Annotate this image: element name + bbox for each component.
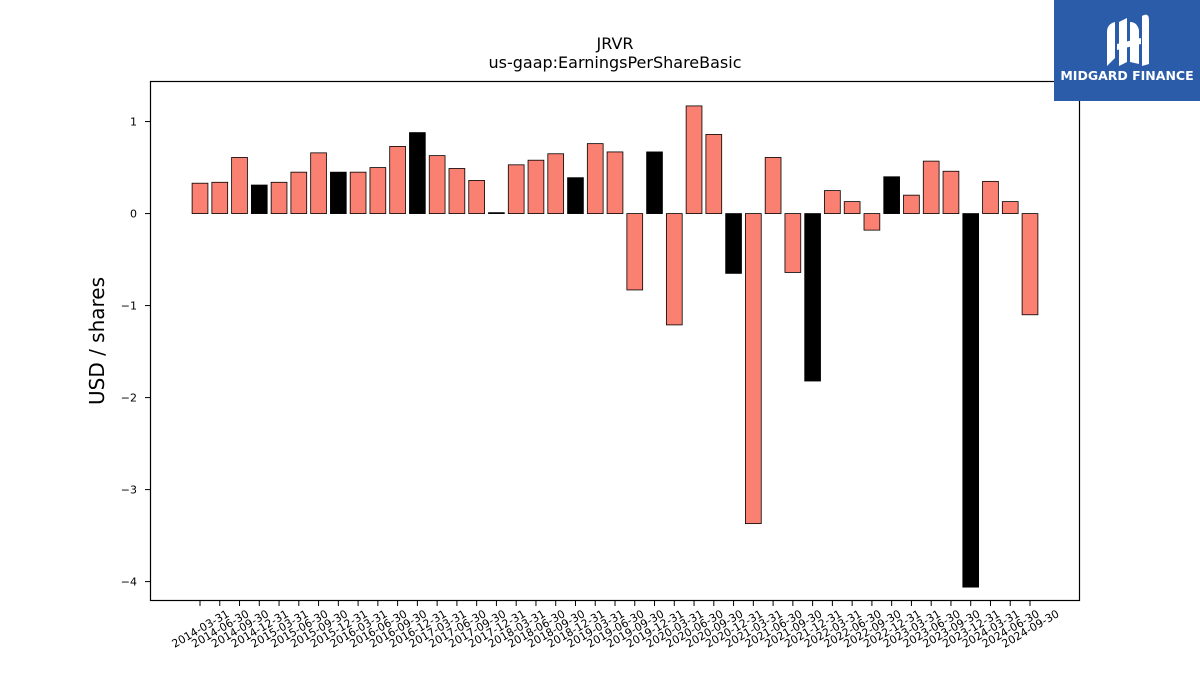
x-axis-ticks: 2014-03-312014-06-302014-09-302014-12-31…: [170, 600, 1062, 651]
bar-2015-12-31: [330, 171, 347, 214]
bar-2021-06-30: [764, 157, 782, 214]
midgard-logo-icon: [1107, 14, 1149, 67]
bar-2017-12-31: [488, 212, 505, 214]
y-tick-label: 1: [130, 116, 137, 129]
bar-2022-12-31: [883, 176, 900, 214]
chart-subtitle: us-gaap:EarningsPerShareBasic: [488, 53, 741, 72]
chart-title: JRVR: [595, 34, 633, 53]
bar-2020-06-30: [685, 105, 703, 214]
bar-2017-03-31: [428, 155, 446, 214]
y-tick-label: −2: [121, 392, 137, 405]
bar-2014-12-31: [250, 184, 268, 214]
bar-2019-06-30: [606, 151, 624, 214]
bar-2021-12-31: [804, 213, 821, 382]
bar-2023-06-30: [922, 160, 940, 214]
bar-2018-09-30: [547, 153, 565, 214]
midgard-finance-logo: MIDGARD FINANCE: [1054, 0, 1200, 101]
bar-2020-09-30: [705, 134, 723, 214]
bar-2015-03-31: [270, 181, 288, 214]
bar-2022-03-31: [824, 190, 841, 214]
bar-2022-09-30: [863, 213, 881, 231]
y-tick-label: −4: [121, 576, 137, 589]
bar-2014-06-30: [211, 181, 229, 214]
y-tick-label: −3: [121, 484, 137, 497]
bar-2020-12-31: [725, 213, 742, 274]
bar-2024-03-31: [982, 180, 999, 214]
plot-frame: [149, 80, 1081, 602]
bar-2014-09-30: [231, 157, 248, 214]
bar-2024-06-30: [1001, 201, 1019, 214]
bar-2019-03-31: [586, 143, 604, 214]
bar-2023-09-30: [942, 170, 960, 214]
bar-2018-06-30: [527, 159, 545, 214]
bar-2015-06-30: [290, 171, 308, 214]
bars-group: [191, 105, 1039, 588]
bar-2016-06-30: [369, 167, 387, 214]
bar-2017-09-30: [468, 180, 485, 214]
y-tick-label: 0: [130, 208, 137, 221]
bar-2016-09-30: [389, 145, 406, 214]
bar-2023-03-31: [903, 194, 920, 214]
y-axis-ticks: 1 0 −1 −2 −3 −4: [121, 116, 151, 589]
bar-2022-06-30: [843, 201, 861, 214]
bar-2019-09-30: [626, 213, 644, 291]
bar-2020-03-31: [665, 213, 683, 326]
bar-2017-06-30: [448, 168, 466, 214]
bar-2021-09-30: [784, 213, 802, 273]
y-axis-label: USD / shares: [85, 277, 109, 405]
bar-2015-09-30: [310, 152, 327, 214]
logo-text: MIDGARD FINANCE: [1060, 68, 1194, 83]
bar-2019-12-31: [646, 151, 663, 214]
bar-2021-03-31: [745, 213, 762, 525]
bar-2016-03-31: [349, 171, 367, 214]
y-tick-label: −1: [121, 300, 137, 313]
bar-2016-12-31: [409, 132, 426, 214]
bar-2024-09-30: [1021, 213, 1039, 316]
bar-2018-12-31: [567, 177, 584, 214]
bar-2018-03-31: [507, 164, 525, 214]
bar-2023-12-31: [962, 213, 980, 588]
bar-2014-03-31: [191, 182, 209, 214]
